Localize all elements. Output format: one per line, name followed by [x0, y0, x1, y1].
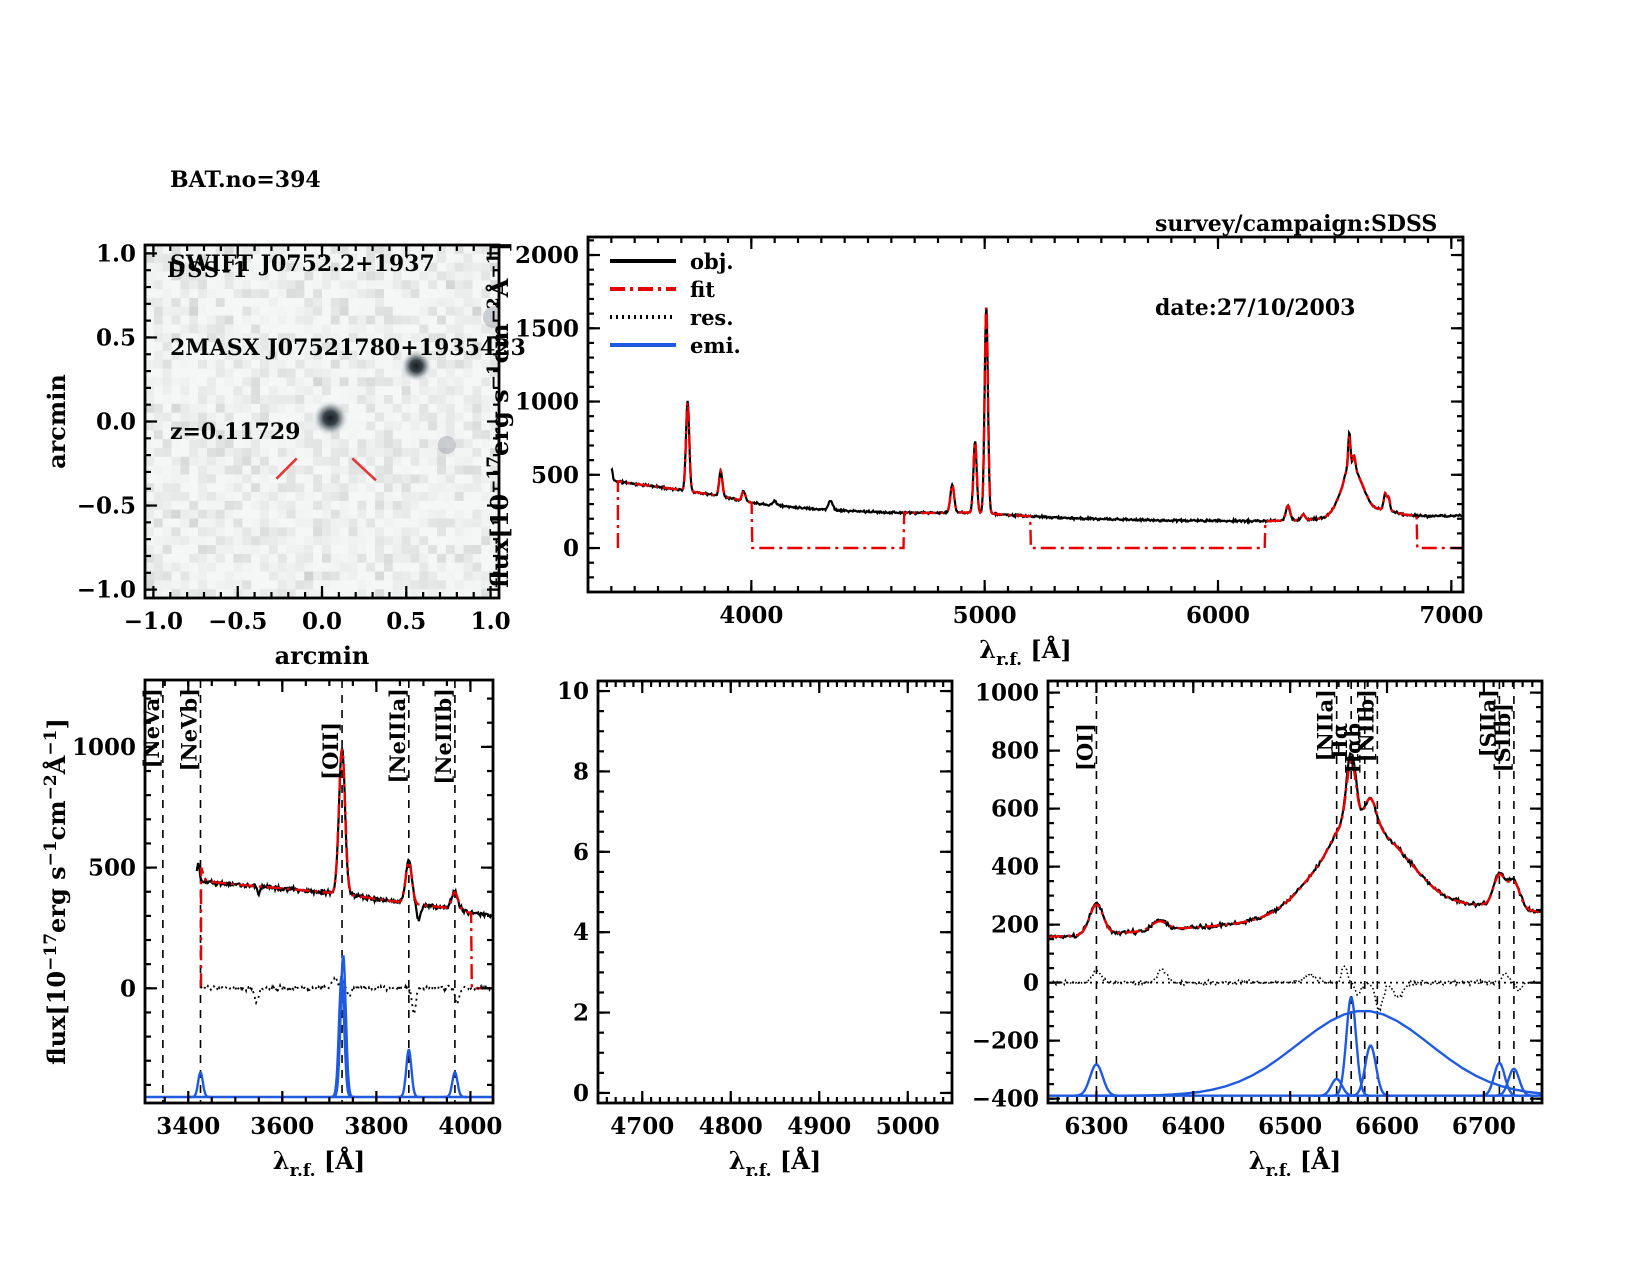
svg-text:3400: 3400	[156, 1113, 220, 1140]
svg-text:arcmin: arcmin	[275, 641, 370, 670]
svg-text:6600: 6600	[1355, 1113, 1419, 1140]
survey-header: survey/campaign:SDSS date:27/10/2003	[1155, 154, 1437, 378]
svg-text:6700: 6700	[1452, 1113, 1516, 1140]
svg-text:−0.5: −0.5	[208, 608, 267, 635]
svg-text:[NeIIIb]: [NeIIIb]	[431, 688, 456, 785]
svg-text:[SIIa]: [SIIa]	[1475, 689, 1500, 757]
svg-text:4800: 4800	[699, 1113, 763, 1140]
svg-text:5000: 5000	[876, 1113, 940, 1140]
svg-text:4900: 4900	[787, 1113, 851, 1140]
svg-text:6000: 6000	[1186, 602, 1250, 629]
svg-text:−200: −200	[972, 1028, 1039, 1055]
svg-text:[OI]: [OI]	[1072, 723, 1097, 771]
svg-text:−400: −400	[972, 1086, 1039, 1113]
svg-text:1.0: 1.0	[471, 608, 511, 635]
svg-text:1500: 1500	[515, 315, 579, 342]
bat-number: BAT.no=394	[170, 167, 321, 193]
svg-text:4700: 4700	[610, 1113, 674, 1140]
svg-text:4000: 4000	[719, 602, 783, 629]
svg-text:0: 0	[573, 1080, 589, 1107]
svg-text:5000: 5000	[953, 602, 1017, 629]
svg-text:Hα: Hα	[1327, 723, 1352, 759]
masx-name: 2MASX J07521780+1935423	[170, 335, 526, 361]
svg-text:emi.: emi.	[690, 333, 741, 358]
zoom-panel-3400-4000: [NeVa] [NeVb] [OII] [NeIIIa] [NeIIIb] 3400 360…	[41, 678, 502, 1181]
svg-text:8: 8	[573, 758, 589, 785]
svg-text:200: 200	[991, 912, 1039, 939]
svg-text:0: 0	[1023, 970, 1039, 997]
svg-text:4: 4	[573, 919, 589, 946]
svg-text:800: 800	[991, 738, 1039, 765]
svg-text:3800: 3800	[344, 1113, 408, 1140]
svg-text:10: 10	[557, 678, 589, 705]
swift-name: SWIFT J0752.2+1937	[170, 251, 435, 277]
svg-text:500: 500	[531, 462, 579, 489]
svg-text:0.5: 0.5	[386, 608, 426, 635]
svg-text:[NeIIIa]: [NeIIIa]	[385, 688, 410, 784]
svg-text:2: 2	[573, 1000, 589, 1027]
svg-text:flux[10−17erg s−1cm−2Å−1]: flux[10−17erg s−1cm−2Å−1]	[484, 241, 514, 588]
svg-text:1000: 1000	[515, 389, 579, 416]
dss-image-panel: −1.0 −0.5 0.0 0.5 1.0 −1.0 −0.5 0.0 0.5 1.0 arcmin…	[42, 240, 511, 670]
svg-text:λr.f. [Å]: λr.f. [Å]	[979, 635, 1071, 670]
survey-campaign: survey/campaign:SDSS	[1155, 211, 1438, 237]
svg-text:−0.5: −0.5	[77, 493, 136, 520]
svg-text:[NeVb]: [NeVb]	[176, 688, 201, 771]
svg-text:[OII]: [OII]	[318, 722, 343, 780]
survey-date: date:27/10/2003	[1155, 295, 1356, 321]
redshift: z=0.11729	[170, 419, 301, 445]
zoom-panel-4700-5000: 4700 4800 4900 5000 0 2 4 6 8 10 λr.f. [Å]	[557, 678, 954, 1181]
object-header: BAT.no=394 SWIFT J0752.2+1937 2MASX J075…	[170, 110, 526, 502]
svg-text:2000: 2000	[515, 242, 579, 269]
svg-text:500: 500	[88, 855, 136, 882]
svg-text:[SIIb]: [SIIb]	[1490, 703, 1515, 772]
svg-text:−1.0: −1.0	[124, 608, 183, 635]
main-spectrum-panel: 4000 5000 6000 7000 0 500 1000 1500 2000 λr.f. [Å…	[484, 235, 1483, 670]
svg-text:λr.f. [Å]: λr.f. [Å]	[1249, 1146, 1341, 1181]
svg-text:Hαb: Hαb	[1341, 723, 1366, 774]
svg-text:0: 0	[563, 535, 579, 562]
svg-text:[NIIb]: [NIIb]	[1353, 689, 1378, 762]
svg-text:6: 6	[573, 839, 589, 866]
svg-text:res.: res.	[690, 305, 734, 330]
svg-text:0: 0	[120, 975, 136, 1002]
svg-text:3600: 3600	[250, 1113, 314, 1140]
svg-text:6300: 6300	[1064, 1113, 1128, 1140]
svg-text:1.0: 1.0	[96, 240, 136, 267]
svg-text:[NIIa]: [NIIa]	[1313, 689, 1338, 761]
svg-text:1000: 1000	[72, 734, 136, 761]
svg-text:flux[10−17erg s−1cm−2Å−1]: flux[10−17erg s−1cm−2Å−1]	[41, 718, 71, 1065]
svg-text:λr.f. [Å]: λr.f. [Å]	[729, 1146, 821, 1181]
svg-text:[NeVa]: [NeVa]	[139, 688, 164, 768]
svg-text:6400: 6400	[1161, 1113, 1225, 1140]
svg-text:1000: 1000	[975, 680, 1039, 707]
svg-text:6500: 6500	[1258, 1113, 1322, 1140]
svg-text:0.0: 0.0	[96, 409, 136, 436]
svg-text:DSS-1: DSS-1	[167, 257, 249, 282]
svg-text:obj.: obj.	[690, 249, 734, 274]
svg-text:arcmin: arcmin	[42, 374, 71, 469]
svg-text:4000: 4000	[438, 1113, 502, 1140]
svg-text:0.5: 0.5	[96, 324, 136, 351]
svg-text:0.0: 0.0	[302, 608, 342, 635]
svg-text:7000: 7000	[1419, 602, 1483, 629]
svg-text:−1.0: −1.0	[77, 577, 136, 604]
svg-text:400: 400	[991, 854, 1039, 881]
svg-text:600: 600	[991, 796, 1039, 823]
svg-text:fit: fit	[690, 277, 715, 302]
svg-text:λr.f. [Å]: λr.f. [Å]	[273, 1146, 365, 1181]
